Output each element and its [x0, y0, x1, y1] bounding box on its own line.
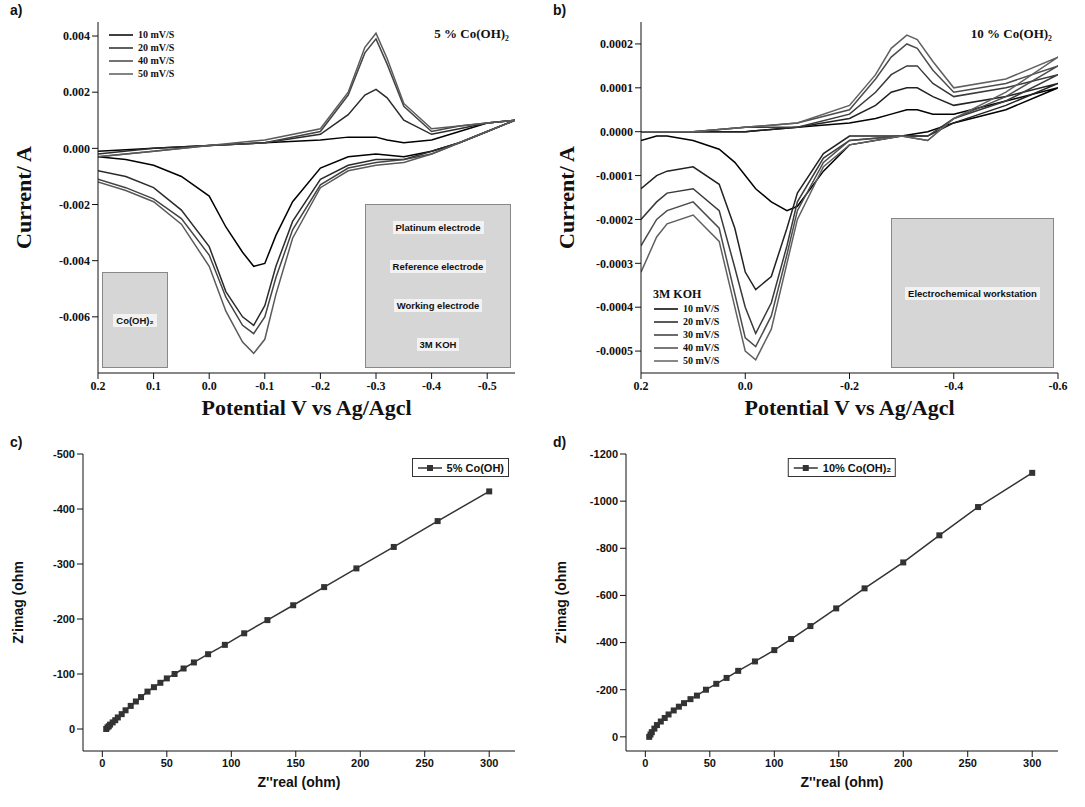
svg-text:-600: -600 [596, 589, 618, 601]
svg-text:-200: -200 [53, 613, 75, 625]
html-text:b): b) [553, 2, 567, 18]
svg-text:-0.1: -0.1 [255, 379, 274, 393]
svg-text:Current/ A: Current/ A [11, 146, 36, 249]
html-text:Electrochemical workstation: Electrochemical workstation [908, 287, 1037, 299]
svg-text:-1000: -1000 [590, 495, 618, 507]
html-text:20 mV/S: 20 mV/S [138, 42, 175, 53]
svg-text:0.004: 0.004 [63, 29, 90, 43]
svg-text:-0.0001: -0.0001 [596, 169, 633, 183]
html-text:50 mV/S: 50 mV/S [138, 68, 175, 79]
svg-text:100: 100 [765, 757, 783, 769]
html-text:a): a) [10, 2, 23, 18]
svg-text:0.1: 0.1 [146, 379, 161, 393]
svg-text:-0.002: -0.002 [59, 198, 90, 212]
html-text:10 mV/S: 10 mV/S [138, 29, 175, 40]
svg-text:-1200: -1200 [590, 448, 618, 460]
svg-text:50: 50 [704, 757, 716, 769]
svg-text:-100: -100 [53, 668, 75, 680]
svg-text:Z''real (ohm): Z''real (ohm) [258, 774, 341, 790]
svg-text:50: 50 [161, 757, 173, 769]
html-text:5 % Co(OH)₂: 5 % Co(OH)₂ [434, 26, 509, 41]
svg-text:-0.2: -0.2 [311, 379, 330, 393]
html-text:10% Co(OH)₂: 10% Co(OH)₂ [822, 461, 892, 474]
svg-text:100: 100 [222, 757, 240, 769]
html-text:10 % Co(OH)₂: 10 % Co(OH)₂ [970, 26, 1052, 41]
svg-text:200: 200 [351, 757, 369, 769]
svg-text:0.0: 0.0 [738, 379, 753, 393]
svg-text:-500: -500 [53, 448, 75, 460]
svg-text:250: 250 [959, 757, 977, 769]
svg-text:0.000: 0.000 [63, 142, 90, 156]
svg-text:150: 150 [287, 757, 305, 769]
svg-text:0.0001: 0.0001 [600, 81, 633, 95]
html-text:Co(OH)₂: Co(OH)₂ [116, 314, 154, 326]
svg-text:-0.0002: -0.0002 [596, 213, 633, 227]
html-text:50 mV/S: 50 mV/S [683, 355, 720, 366]
svg-text:-0.006: -0.006 [59, 310, 90, 324]
svg-text:-0.004: -0.004 [59, 254, 90, 268]
svg-text:300: 300 [1023, 757, 1041, 769]
svg-text:-0.5: -0.5 [478, 379, 497, 393]
svg-text:200: 200 [894, 757, 912, 769]
html-text:Platinum electrode: Platinum electrode [395, 222, 481, 233]
svg-text:Potential V vs Ag/Agcl: Potential V vs Ag/Agcl [744, 395, 954, 420]
svg-text:0.2: 0.2 [634, 379, 649, 393]
svg-text:0.002: 0.002 [63, 85, 90, 99]
svg-text:-0.0003: -0.0003 [596, 257, 633, 271]
svg-text:-200: -200 [596, 684, 618, 696]
svg-text:-400: -400 [596, 636, 618, 648]
html-text:Reference electrode: Reference electrode [392, 261, 484, 272]
svg-text:0.0002: 0.0002 [600, 37, 633, 51]
html-text:d): d) [553, 434, 567, 450]
svg-text:-0.0004: -0.0004 [596, 300, 633, 314]
svg-text:-0.4: -0.4 [944, 379, 963, 393]
svg-text:0: 0 [69, 723, 75, 735]
html-text:3M KOH: 3M KOH [653, 287, 702, 301]
html-text:c): c) [10, 434, 23, 450]
html-text:20 mV/S: 20 mV/S [683, 316, 720, 327]
svg-text:0: 0 [642, 757, 648, 769]
svg-text:-0.2: -0.2 [840, 379, 859, 393]
svg-text:300: 300 [480, 757, 498, 769]
svg-text:150: 150 [830, 757, 848, 769]
html-text:3M KOH: 3M KOH [419, 339, 457, 350]
svg-text:-0.4: -0.4 [422, 379, 441, 393]
svg-text:0: 0 [99, 757, 105, 769]
svg-text:0.0000: 0.0000 [600, 125, 633, 139]
svg-text:250: 250 [416, 757, 434, 769]
svg-text:-300: -300 [53, 558, 75, 570]
svg-text:0.2: 0.2 [91, 379, 106, 393]
svg-text:0.0: 0.0 [202, 379, 217, 393]
html-text:5% Co(OH): 5% Co(OH) [446, 461, 504, 474]
svg-text:Z'imag (ohm: Z'imag (ohm [10, 561, 26, 644]
svg-text:-0.6: -0.6 [1049, 379, 1068, 393]
svg-text:0: 0 [612, 731, 618, 743]
svg-text:-800: -800 [596, 542, 618, 554]
svg-text:-0.0005: -0.0005 [596, 344, 633, 358]
html-text:40 mV/S: 40 mV/S [683, 342, 720, 353]
svg-text:-0.3: -0.3 [367, 379, 386, 393]
svg-text:Z''real (ohm): Z''real (ohm) [801, 774, 884, 790]
html-text:30 mV/S: 30 mV/S [683, 329, 720, 340]
html-text:40 mV/S: 40 mV/S [138, 55, 175, 66]
html-text:10 mV/S: 10 mV/S [683, 303, 720, 314]
svg-text:Z'imag (ohm: Z'imag (ohm [553, 561, 569, 644]
html-text:Working electrode: Working electrode [396, 300, 480, 311]
svg-text:Current/ A: Current/ A [554, 146, 579, 249]
svg-text:Potential V vs Ag/Agcl: Potential V vs Ag/Agcl [201, 395, 411, 420]
svg-text:-400: -400 [53, 503, 75, 515]
